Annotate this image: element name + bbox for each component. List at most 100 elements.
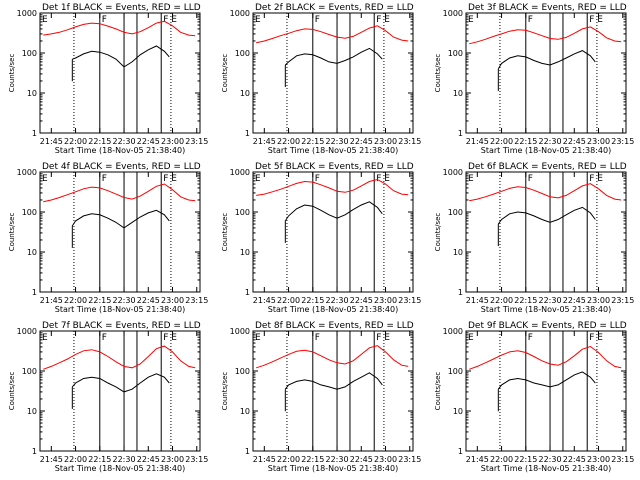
x-axis-title: Start Time (18-Nov-05 21:38:40) <box>268 464 398 473</box>
x-tick-label: 21:45 <box>253 455 276 464</box>
x-tick-label: 22:30 <box>113 296 136 305</box>
y-tick-label: 10 <box>453 89 463 98</box>
y-tick-label: 100 <box>22 367 37 376</box>
x-tick-label: 22:15 <box>514 137 537 146</box>
x-tick-label: 22:00 <box>64 296 87 305</box>
y-tick-label: 10 <box>27 89 37 98</box>
y-tick-label: 10 <box>240 407 250 416</box>
y-tick-label: 100 <box>448 49 463 58</box>
y-tick-label: 1 <box>458 288 463 297</box>
marker-label: E <box>597 174 603 184</box>
y-tick-label: 10 <box>27 248 37 257</box>
x-tick-label: 22:15 <box>301 137 324 146</box>
x-tick-label: 22:45 <box>137 455 160 464</box>
plot-frame <box>252 330 414 452</box>
x-tick-label: 22:15 <box>88 455 111 464</box>
y-tick-label: 1 <box>245 447 250 456</box>
x-tick-label: 22:45 <box>563 455 586 464</box>
x-tick-label: 22:45 <box>563 296 586 305</box>
x-tick-label: 22:30 <box>113 455 136 464</box>
y-axis-title: Counts/sec <box>8 54 16 93</box>
x-axis-title: Start Time (18-Nov-05 21:38:40) <box>55 305 185 314</box>
x-tick-label: 22:45 <box>137 137 160 146</box>
marker-label: F <box>589 333 594 343</box>
marker-label: E <box>42 174 48 184</box>
marker-label: F <box>376 174 381 184</box>
y-tick-label: 1000 <box>443 9 463 18</box>
y-tick-label: 1 <box>32 288 37 297</box>
y-axis-title: Counts/sec <box>8 213 16 252</box>
x-tick-label: 22:30 <box>539 137 562 146</box>
y-tick-label: 100 <box>448 367 463 376</box>
marker-label: E <box>171 15 177 25</box>
y-axis-title: Counts/sec <box>434 372 442 411</box>
x-tick-label: 22:15 <box>514 296 537 305</box>
marker-label: F <box>589 174 594 184</box>
marker-label: F <box>315 15 320 25</box>
x-axis-title: Start Time (18-Nov-05 21:38:40) <box>268 305 398 314</box>
x-tick-label: 21:45 <box>40 296 63 305</box>
x-tick-label: 21:45 <box>40 137 63 146</box>
y-tick-label: 10 <box>453 248 463 257</box>
y-axis-title: Counts/sec <box>8 372 16 411</box>
marker-label: F <box>102 174 107 184</box>
marker-label: E <box>384 15 390 25</box>
y-tick-label: 1 <box>458 447 463 456</box>
marker-label: E <box>597 15 603 25</box>
y-tick-label: 1000 <box>17 168 37 177</box>
series-line-lld <box>43 345 196 370</box>
marker-label: E <box>171 333 177 343</box>
x-tick-label: 23:00 <box>161 296 184 305</box>
y-axis-title: Counts/sec <box>434 213 442 252</box>
marker-label: F <box>528 174 533 184</box>
x-tick-label: 23:15 <box>185 137 208 146</box>
plot-frame <box>252 171 414 293</box>
x-tick-label: 23:00 <box>161 455 184 464</box>
x-tick-label: 23:00 <box>374 137 397 146</box>
y-axis-title: Counts/sec <box>434 54 442 93</box>
y-tick-label: 100 <box>235 208 250 217</box>
panel-title: Det 1f BLACK = Events, RED = LLD <box>42 3 201 13</box>
plot-frame <box>465 330 627 452</box>
x-tick-label: 22:45 <box>350 455 373 464</box>
x-tick-label: 23:15 <box>398 296 421 305</box>
marker-label: F <box>163 15 168 25</box>
x-tick-label: 21:45 <box>466 137 489 146</box>
x-axis-title: Start Time (18-Nov-05 21:38:40) <box>481 464 611 473</box>
plot-frame <box>39 12 201 134</box>
marker-label: E <box>597 333 603 343</box>
panel-title: Det 3f BLACK = Events, RED = LLD <box>468 3 627 13</box>
panel-title: Det 6f BLACK = Events, RED = LLD <box>468 162 627 172</box>
y-tick-label: 1 <box>245 129 250 138</box>
marker-label: F <box>376 15 381 25</box>
series-line-lld <box>469 345 622 370</box>
y-tick-label: 1000 <box>230 168 250 177</box>
x-tick-label: 22:00 <box>277 455 300 464</box>
marker-label: F <box>315 333 320 343</box>
x-tick-label: 23:00 <box>587 137 610 146</box>
x-tick-label: 22:45 <box>563 137 586 146</box>
marker-label: E <box>468 174 474 184</box>
plot-frame <box>465 12 627 134</box>
y-tick-label: 100 <box>22 208 37 217</box>
x-tick-label: 21:45 <box>253 137 276 146</box>
marker-label: E <box>468 15 474 25</box>
x-axis-title: Start Time (18-Nov-05 21:38:40) <box>55 146 185 155</box>
x-tick-label: 22:30 <box>326 455 349 464</box>
y-tick-label: 1 <box>458 129 463 138</box>
marker-label: F <box>102 15 107 25</box>
x-tick-label: 22:30 <box>539 455 562 464</box>
series-line-lld <box>256 178 409 196</box>
x-axis-title: Start Time (18-Nov-05 21:38:40) <box>481 146 611 155</box>
x-tick-label: 21:45 <box>466 296 489 305</box>
panel-title: Det 2f BLACK = Events, RED = LLD <box>255 3 414 13</box>
x-tick-label: 23:15 <box>611 455 634 464</box>
x-tick-label: 22:15 <box>88 296 111 305</box>
y-axis-title: Counts/sec <box>221 372 229 411</box>
marker-label: E <box>171 174 177 184</box>
